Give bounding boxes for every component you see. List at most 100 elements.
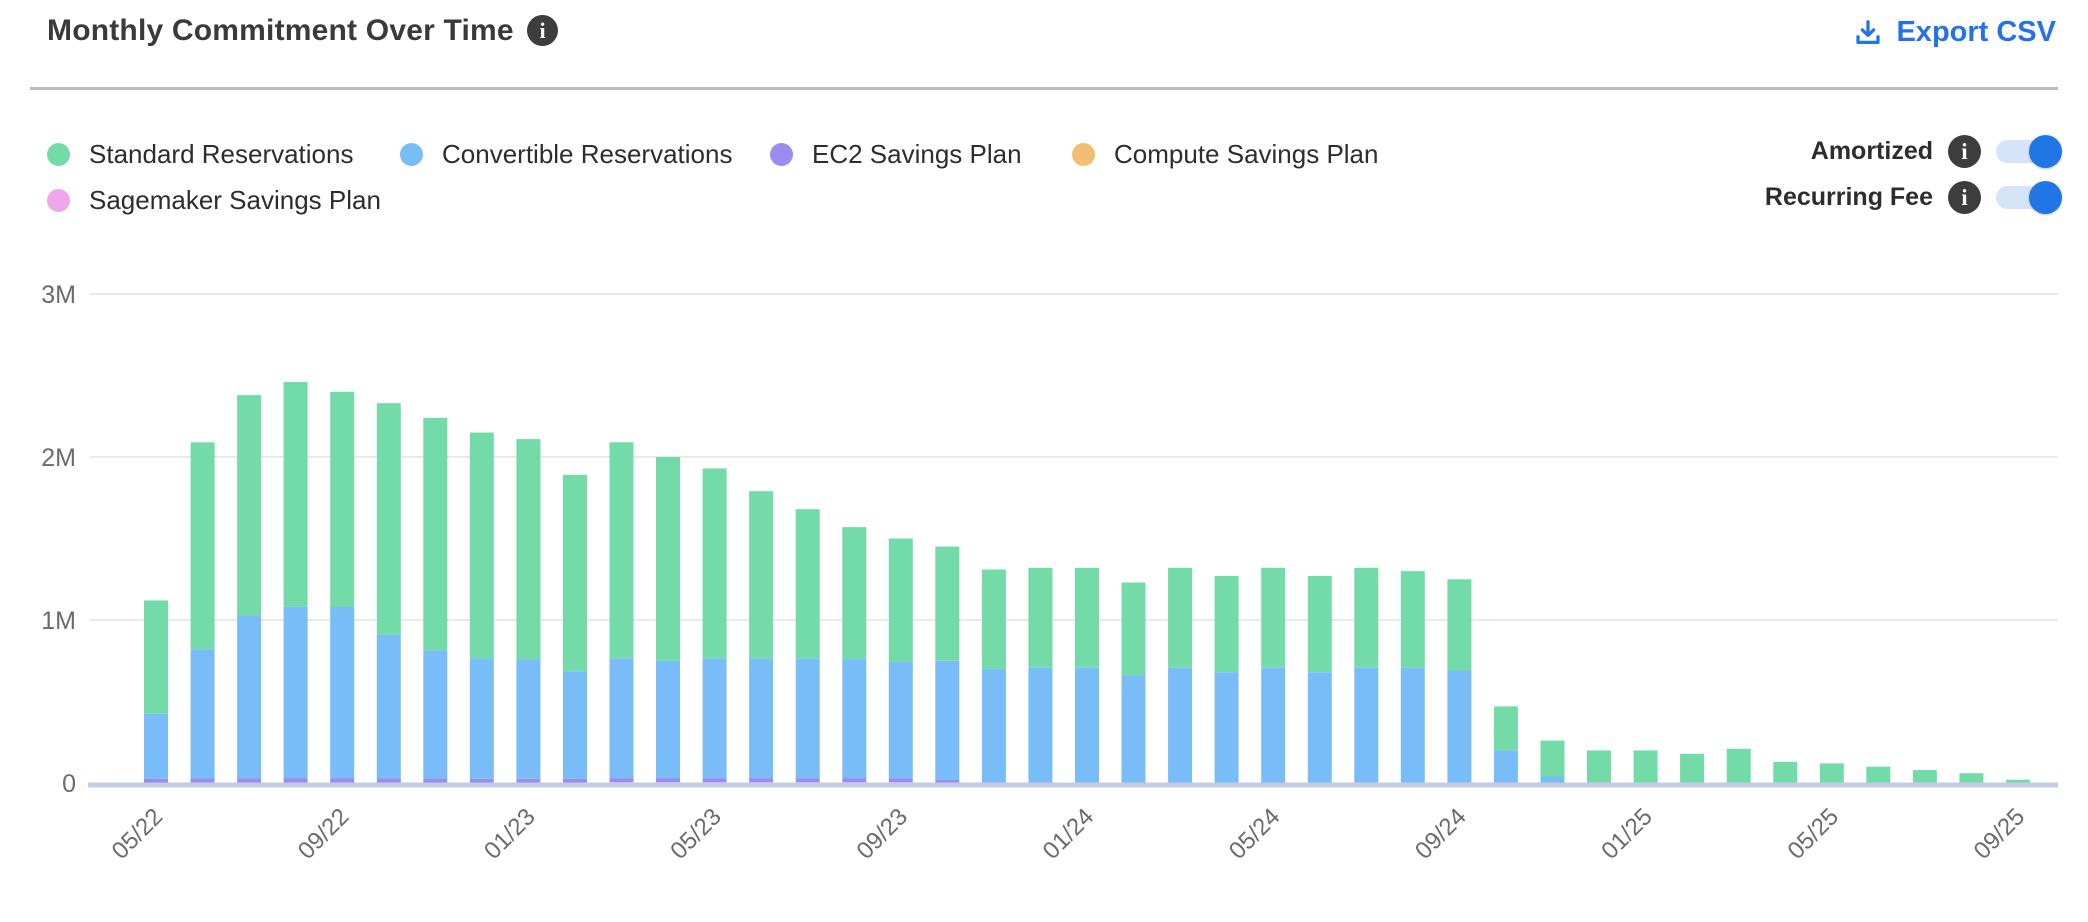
bar-segment-ec2-savings-plan[interactable]: [330, 778, 355, 783]
bar-segment-standard-reservations[interactable]: [469, 432, 494, 659]
bar-segment-standard-reservations[interactable]: [1773, 761, 1798, 783]
toggle-info-icon[interactable]: i: [1948, 180, 1981, 214]
bar-segment-standard-reservations[interactable]: [981, 569, 1006, 669]
bar-segment-standard-reservations[interactable]: [1819, 763, 1844, 783]
bar-segment-standard-reservations[interactable]: [795, 509, 820, 659]
bar-segment-convertible-reservations[interactable]: [795, 658, 820, 779]
bar-segment-standard-reservations[interactable]: [749, 491, 774, 659]
bar-segment-standard-reservations[interactable]: [702, 468, 727, 659]
bar-segment-ec2-savings-plan[interactable]: [935, 779, 960, 783]
bar-segment-standard-reservations[interactable]: [1028, 567, 1053, 668]
bar-segment-standard-reservations[interactable]: [1075, 567, 1099, 668]
bar-segment-ec2-savings-plan[interactable]: [283, 778, 308, 783]
bar-segment-standard-reservations[interactable]: [283, 382, 308, 607]
bar-segment-convertible-reservations[interactable]: [842, 659, 867, 779]
bar-segment-standard-reservations[interactable]: [330, 391, 355, 607]
toggle-info-icon[interactable]: i: [1948, 134, 1981, 168]
bar-segment-standard-reservations[interactable]: [1587, 750, 1611, 783]
bar-segment-ec2-savings-plan[interactable]: [842, 778, 867, 783]
bar-segment-standard-reservations[interactable]: [1866, 766, 1891, 783]
bar-segment-convertible-reservations[interactable]: [376, 634, 401, 779]
bar-segment-ec2-savings-plan[interactable]: [144, 778, 168, 783]
bar-segment-standard-reservations[interactable]: [1726, 748, 1751, 783]
bar-segment-ec2-savings-plan[interactable]: [469, 778, 494, 783]
bar-segment-ec2-savings-plan[interactable]: [190, 778, 215, 783]
bar-segment-standard-reservations[interactable]: [888, 538, 913, 662]
bar-segment-convertible-reservations[interactable]: [1121, 675, 1146, 783]
bar-segment-standard-reservations[interactable]: [1912, 770, 1937, 783]
bar-segment-convertible-reservations[interactable]: [1075, 667, 1099, 783]
bar-segment-ec2-savings-plan[interactable]: [516, 778, 541, 783]
bar-segment-standard-reservations[interactable]: [1633, 750, 1658, 783]
bar-segment-standard-reservations[interactable]: [1447, 579, 1472, 671]
bar-segment-standard-reservations[interactable]: [1261, 567, 1286, 668]
bar-segment-ec2-savings-plan[interactable]: [609, 778, 634, 783]
bar-segment-ec2-savings-plan[interactable]: [656, 778, 680, 783]
toggle-switch-amortized[interactable]: [1996, 134, 2062, 168]
bar-segment-ec2-savings-plan[interactable]: [888, 778, 913, 783]
bar-segment-standard-reservations[interactable]: [842, 527, 867, 660]
toggle-switch-recurring-fee[interactable]: [1996, 180, 2062, 214]
bar-segment-convertible-reservations[interactable]: [1493, 750, 1518, 783]
bar-segment-convertible-reservations[interactable]: [563, 671, 587, 779]
bar-segment-standard-reservations[interactable]: [1354, 567, 1379, 668]
bar-segment-standard-reservations[interactable]: [1121, 582, 1146, 676]
legend-item-standard-reservations[interactable]: Standard Reservations: [47, 138, 353, 170]
legend-item-compute-savings-plan[interactable]: Compute Savings Plan: [1072, 138, 1378, 170]
bar-segment-convertible-reservations[interactable]: [888, 661, 913, 779]
bar-segment-ec2-savings-plan[interactable]: [749, 778, 774, 783]
bar-segment-standard-reservations[interactable]: [1540, 740, 1565, 777]
bar-segment-ec2-savings-plan[interactable]: [376, 778, 401, 783]
bar-segment-standard-reservations[interactable]: [1214, 576, 1239, 673]
bar-segment-convertible-reservations[interactable]: [237, 615, 262, 779]
bar-segment-standard-reservations[interactable]: [609, 442, 634, 659]
bar-segment-convertible-reservations[interactable]: [516, 659, 541, 779]
bar-segment-convertible-reservations[interactable]: [469, 658, 494, 779]
title-info-icon[interactable]: i: [527, 15, 558, 46]
bar-segment-convertible-reservations[interactable]: [981, 668, 1006, 783]
bar-segment-ec2-savings-plan[interactable]: [237, 778, 262, 783]
bar-segment-convertible-reservations[interactable]: [749, 658, 774, 779]
legend-item-convertible-reservations[interactable]: Convertible Reservations: [400, 138, 732, 170]
bar-segment-standard-reservations[interactable]: [935, 546, 960, 661]
bar-segment-convertible-reservations[interactable]: [330, 607, 355, 779]
bar-segment-standard-reservations[interactable]: [237, 395, 262, 616]
bar-segment-convertible-reservations[interactable]: [702, 658, 727, 779]
bar-segment-convertible-reservations[interactable]: [1028, 667, 1053, 783]
bar-segment-convertible-reservations[interactable]: [609, 658, 634, 779]
bar-segment-standard-reservations[interactable]: [563, 474, 587, 672]
export-csv-button[interactable]: Export CSV: [1853, 16, 2056, 49]
bar-segment-standard-reservations[interactable]: [423, 417, 448, 651]
bar-segment-convertible-reservations[interactable]: [190, 649, 215, 779]
bar-segment-standard-reservations[interactable]: [516, 439, 541, 660]
bar-segment-convertible-reservations[interactable]: [1214, 672, 1239, 783]
bar-segment-ec2-savings-plan[interactable]: [563, 778, 587, 783]
bar-segment-convertible-reservations[interactable]: [656, 660, 680, 779]
bar-segment-standard-reservations[interactable]: [144, 600, 168, 714]
bar-segment-standard-reservations[interactable]: [656, 457, 680, 661]
bar-segment-convertible-reservations[interactable]: [1540, 776, 1565, 784]
legend-item-sagemaker-savings-plan[interactable]: Sagemaker Savings Plan: [47, 184, 381, 216]
bar-segment-standard-reservations[interactable]: [2006, 779, 2030, 783]
bar-segment-ec2-savings-plan[interactable]: [423, 778, 448, 783]
bar-segment-standard-reservations[interactable]: [190, 442, 215, 650]
bar-segment-standard-reservations[interactable]: [1307, 576, 1332, 673]
bar-segment-convertible-reservations[interactable]: [935, 660, 960, 780]
bar-segment-standard-reservations[interactable]: [1680, 753, 1705, 783]
bar-segment-convertible-reservations[interactable]: [1168, 667, 1193, 783]
legend-item-ec2-savings-plan[interactable]: EC2 Savings Plan: [770, 138, 1022, 170]
bar-segment-standard-reservations[interactable]: [1168, 567, 1193, 668]
bar-segment-convertible-reservations[interactable]: [144, 713, 168, 779]
bar-segment-standard-reservations[interactable]: [376, 403, 401, 635]
bar-segment-convertible-reservations[interactable]: [1447, 670, 1472, 784]
bar-segment-convertible-reservations[interactable]: [1261, 667, 1286, 783]
bar-segment-standard-reservations[interactable]: [1959, 773, 1984, 783]
bar-segment-convertible-reservations[interactable]: [283, 607, 308, 779]
bar-segment-ec2-savings-plan[interactable]: [795, 778, 820, 783]
bar-segment-standard-reservations[interactable]: [1493, 706, 1518, 751]
bar-segment-ec2-savings-plan[interactable]: [702, 778, 727, 783]
bar-segment-convertible-reservations[interactable]: [1307, 672, 1332, 783]
bar-segment-convertible-reservations[interactable]: [423, 650, 448, 779]
bar-segment-convertible-reservations[interactable]: [1354, 667, 1379, 783]
bar-segment-convertible-reservations[interactable]: [1400, 667, 1425, 783]
